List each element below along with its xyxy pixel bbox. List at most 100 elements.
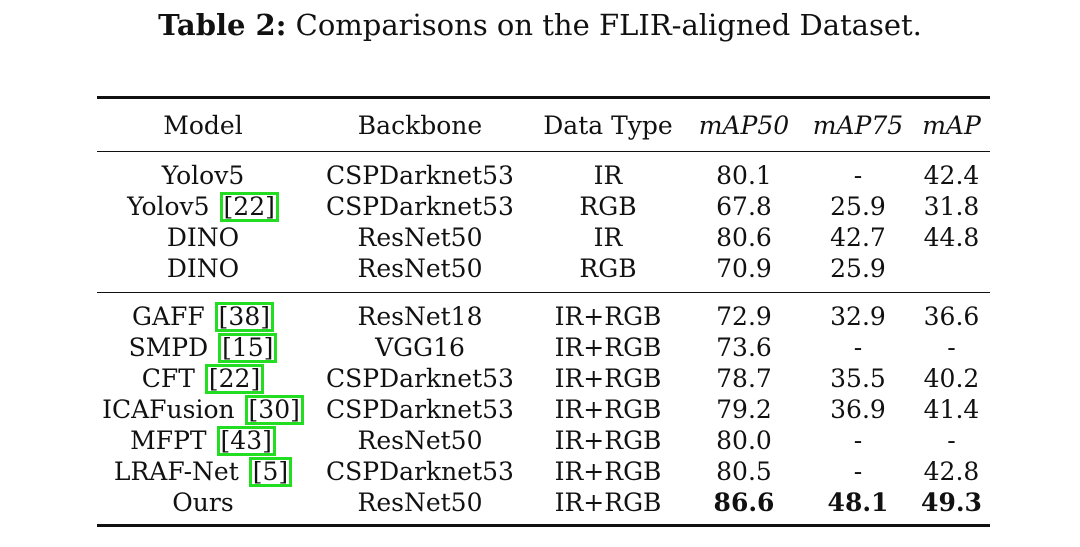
- map50-cell: 80.6: [716, 223, 772, 252]
- model-cell: CFT [22]: [97, 363, 309, 394]
- map75-cell: -: [853, 457, 863, 486]
- map50-cell: 67.8: [716, 192, 772, 221]
- header-row: Model Backbone Data Type mAP50 mAP75 mAP: [97, 96, 990, 152]
- model-cell: GAFF [38]: [97, 293, 309, 332]
- header-map75: mAP75: [803, 96, 913, 152]
- map-cell: 42.4: [923, 161, 980, 190]
- model-name: DINO: [166, 223, 240, 252]
- map75-cell: -: [853, 333, 863, 362]
- map-cell: 49.3: [913, 487, 990, 527]
- data-type-cell: IR+RGB: [554, 302, 662, 331]
- table-row: GAFF [38] ResNet18 IR+RGB 72.9 32.9 36.6: [97, 293, 990, 332]
- comparison-table-container: Model Backbone Data Type mAP50 mAP75 mAP…: [97, 96, 990, 527]
- table-caption: Table 2: Comparisons on the FLIR-aligned…: [0, 8, 1080, 42]
- table-row: DINO ResNet50 RGB 70.9 25.9: [97, 253, 990, 293]
- citation-link[interactable]: [15]: [218, 333, 278, 363]
- model-cell: LRAF-Net [5]: [97, 456, 309, 487]
- backbone-cell: ResNet50: [309, 253, 531, 293]
- table-group-multi-modality: GAFF [38] ResNet18 IR+RGB 72.9 32.9 36.6 SMPD …: [97, 293, 990, 527]
- data-type-cell: IR+RGB: [554, 333, 662, 362]
- table-row: Ours ResNet50 IR+RGB 86.6 48.1 49.3: [97, 487, 990, 527]
- map-cell: 41.4: [923, 395, 980, 424]
- backbone-cell: CSPDarknet53: [326, 395, 514, 424]
- table-row: SMPD [15] VGG16 IR+RGB 73.6 - -: [97, 332, 990, 363]
- header-map: mAP: [913, 96, 990, 152]
- citation-link[interactable]: [38]: [214, 302, 274, 332]
- map75-cell: -: [853, 161, 863, 190]
- table-row: CFT [22] CSPDarknet53 IR+RGB 78.7 35.5 40.2: [97, 363, 990, 394]
- model-cell: Yolov5: [97, 152, 309, 192]
- data-type-cell: IR+RGB: [531, 487, 685, 527]
- map75-cell: 25.9: [830, 192, 886, 221]
- map75-cell: 32.9: [830, 302, 886, 331]
- map-cell: 31.8: [923, 192, 980, 221]
- model-name: CFT: [141, 364, 195, 393]
- map50-cell: 80.1: [716, 161, 772, 190]
- data-type-cell: IR: [593, 161, 623, 190]
- table-row: Yolov5 [22] CSPDarknet53 RGB 67.8 25.9 31.8: [97, 191, 990, 222]
- map-cell: 44.8: [923, 223, 980, 252]
- map50-cell: 79.2: [716, 395, 772, 424]
- map50-cell: 73.6: [716, 333, 772, 362]
- model-cell: SMPD [15]: [97, 332, 309, 363]
- header-backbone: Backbone: [309, 96, 531, 152]
- header-model: Model: [97, 96, 309, 152]
- data-type-cell: IR+RGB: [554, 364, 662, 393]
- data-type-cell: IR+RGB: [554, 395, 662, 424]
- backbone-cell: ResNet50: [357, 426, 483, 455]
- map50-cell: 78.7: [716, 364, 772, 393]
- model-cell: MFPT [43]: [97, 425, 309, 456]
- model-cell: Yolov5 [22]: [97, 191, 309, 222]
- model-name: LRAF-Net: [113, 457, 239, 486]
- backbone-cell: VGG16: [375, 333, 465, 362]
- comparison-table: Model Backbone Data Type mAP50 mAP75 mAP…: [97, 96, 990, 527]
- map50-cell: 86.6: [685, 487, 803, 527]
- citation-link[interactable]: [30]: [244, 395, 304, 425]
- backbone-cell: ResNet50: [357, 223, 483, 252]
- table-row: Yolov5 CSPDarknet53 IR 80.1 - 42.4: [97, 152, 990, 192]
- backbone-cell: CSPDarknet53: [326, 364, 514, 393]
- model-name: SMPD: [128, 333, 209, 362]
- citation-link[interactable]: [22]: [219, 192, 279, 222]
- map-cell: -: [947, 333, 956, 362]
- model-cell: ICAFusion [30]: [97, 394, 309, 425]
- map50-cell: 80.0: [716, 426, 772, 455]
- backbone-cell: ResNet18: [357, 302, 483, 331]
- model-name: ICAFusion: [102, 395, 235, 424]
- caption-text: Comparisons on the FLIR-aligned Dataset.: [295, 8, 922, 42]
- map50-cell: 72.9: [716, 302, 772, 331]
- data-type-cell: RGB: [579, 192, 637, 221]
- table-group-single-modality: Yolov5 CSPDarknet53 IR 80.1-42.4 Yolov5 [22]…: [97, 152, 990, 293]
- caption-label: Table 2:: [158, 8, 287, 42]
- map-cell: 40.2: [923, 364, 980, 393]
- model-name: Yolov5: [127, 192, 210, 221]
- model-name: DINO: [166, 254, 240, 283]
- table-row: MFPT [43] ResNet50 IR+RGB 80.0 - -: [97, 425, 990, 456]
- backbone-cell: CSPDarknet53: [326, 192, 514, 221]
- model-name: GAFF: [132, 302, 205, 331]
- table-row: LRAF-Net [5] CSPDarknet53 IR+RGB 80.5 - 42.8: [97, 456, 990, 487]
- map75-cell: -: [853, 426, 863, 455]
- header-map50: mAP50: [685, 96, 803, 152]
- citation-link[interactable]: [22]: [204, 364, 265, 394]
- map-cell: -: [947, 426, 956, 455]
- data-type-cell: IR+RGB: [554, 426, 662, 455]
- citation-link[interactable]: [43]: [216, 426, 276, 456]
- backbone-cell: ResNet50: [309, 487, 531, 527]
- backbone-cell: CSPDarknet53: [326, 161, 514, 190]
- model-name: Ours: [172, 488, 234, 517]
- map-cell: 42.8: [923, 457, 980, 486]
- data-type-cell: IR: [593, 223, 623, 252]
- map75-cell: 35.5: [830, 364, 886, 393]
- model-cell: DINO: [97, 222, 309, 253]
- map50-cell: 80.5: [716, 457, 772, 486]
- data-type-cell: RGB: [531, 253, 685, 293]
- backbone-cell: CSPDarknet53: [326, 457, 514, 486]
- map-cell: [913, 253, 990, 293]
- data-type-cell: IR+RGB: [554, 457, 662, 486]
- map75-cell: 25.9: [803, 253, 913, 293]
- map75-cell: 48.1: [803, 487, 913, 527]
- model-cell: Ours: [97, 487, 309, 527]
- citation-link[interactable]: [5]: [248, 457, 293, 487]
- table-row: DINO ResNet50 IR 80.6 42.7 44.8: [97, 222, 990, 253]
